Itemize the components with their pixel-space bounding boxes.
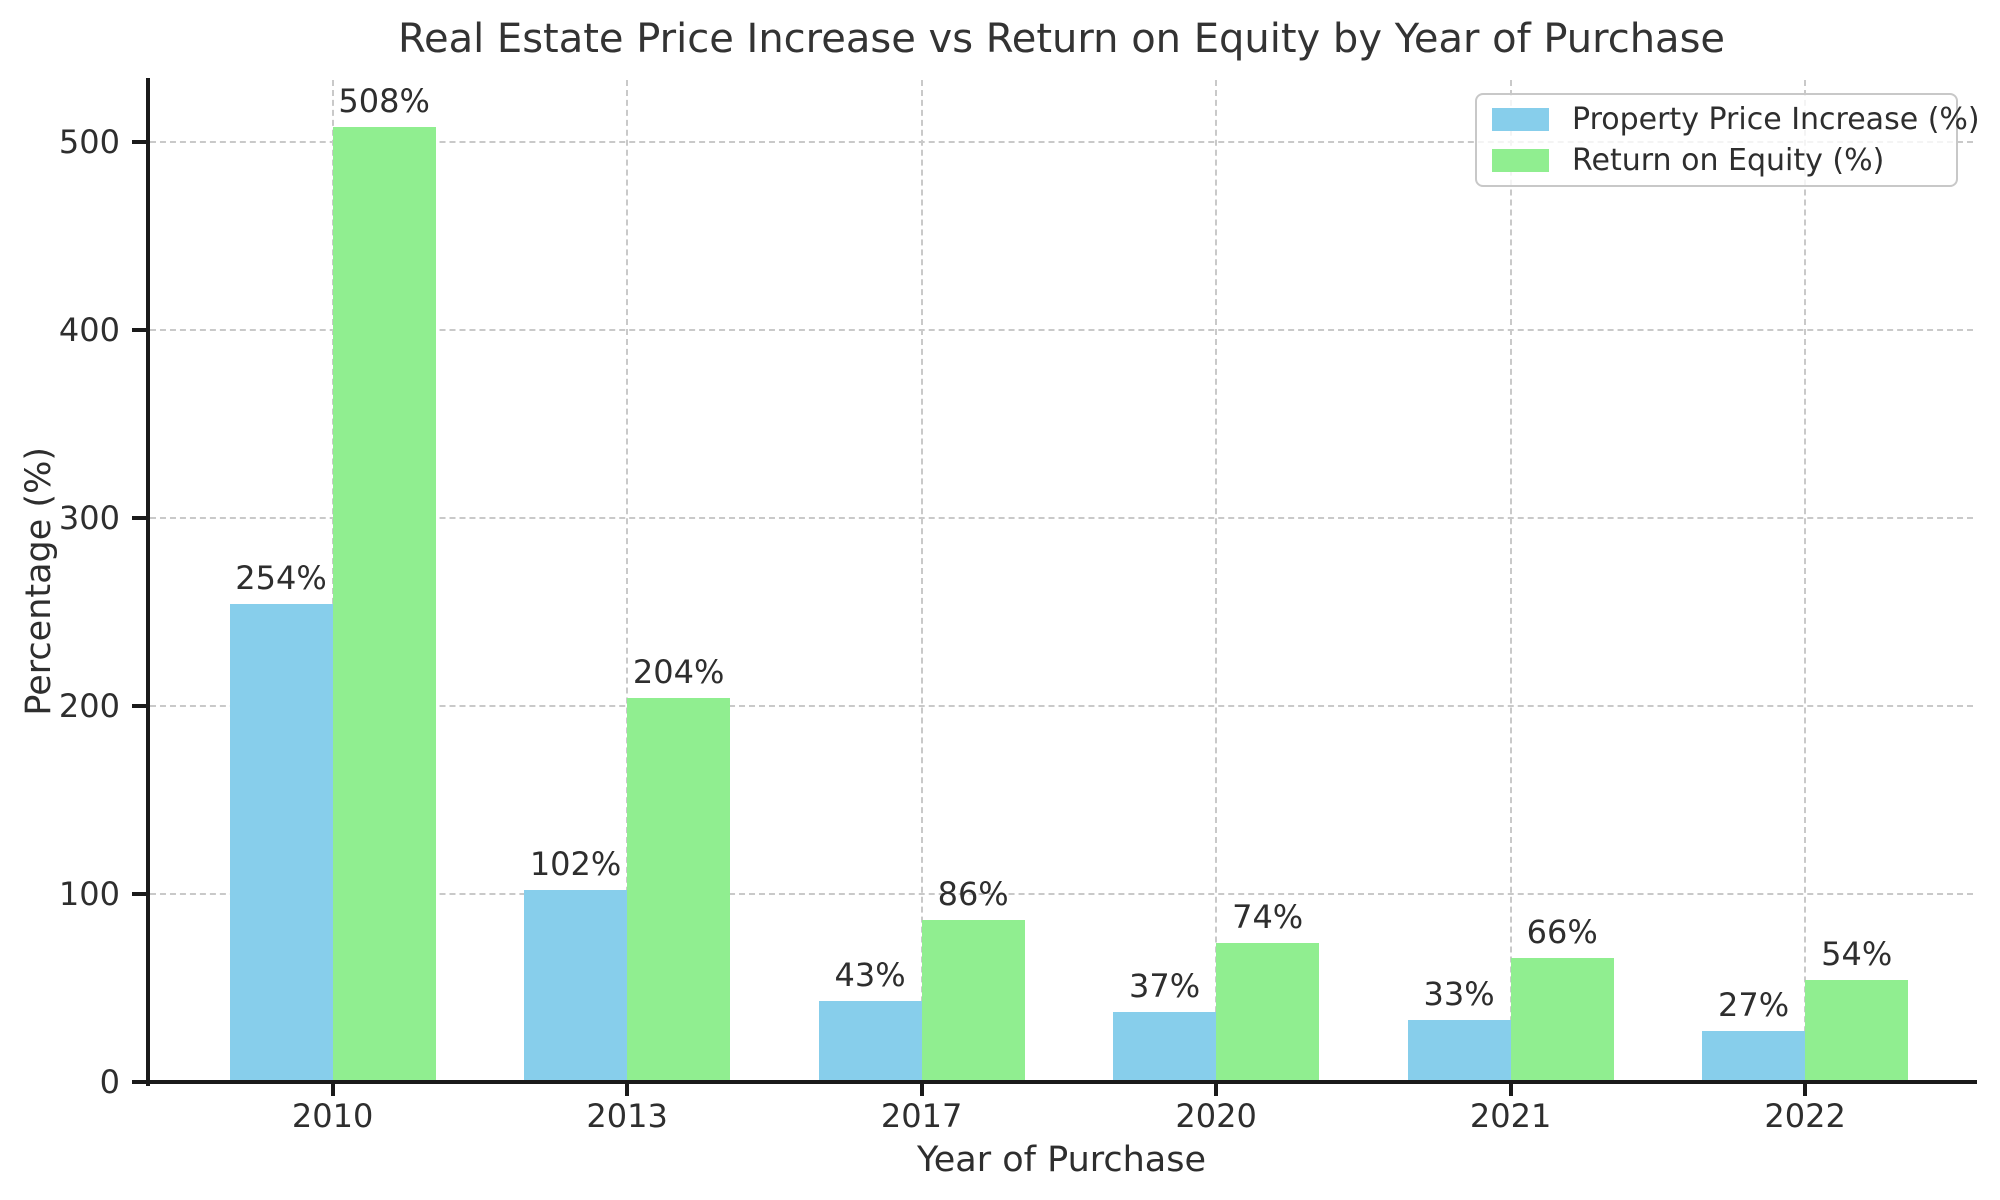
bar-value-label: 86% (937, 875, 1009, 914)
x-tick-mark (1803, 1082, 1808, 1096)
bar-price-increase (229, 604, 333, 1082)
bar-price-increase (818, 1001, 922, 1082)
gridline-horizontal (150, 329, 1973, 332)
legend-item-return-on-equity: Return on Equity (%) (1477, 143, 1956, 178)
y-axis-label-text: Percentage (%) (19, 446, 59, 716)
bar-return-on-equity (921, 920, 1025, 1082)
y-tick-mark (132, 328, 146, 333)
bar-price-increase (1407, 1019, 1511, 1082)
x-tick-mark (919, 1082, 924, 1096)
gridline-vertical (626, 80, 629, 1082)
bar-value-label: 43% (834, 956, 906, 995)
y-tick-label: 300 (58, 499, 120, 538)
x-tick-label: 2020 (1175, 1097, 1257, 1135)
x-tick-mark (625, 1082, 630, 1096)
x-tick-label: 2017 (880, 1097, 963, 1135)
x-tick-mark (1508, 1082, 1513, 1096)
y-tick-label: 400 (58, 311, 120, 350)
y-axis-line (146, 78, 150, 1086)
x-tick-mark (330, 1082, 335, 1096)
gridline-horizontal (150, 893, 1973, 895)
bar-return-on-equity (1510, 957, 1614, 1082)
y-tick-label: 100 (58, 875, 120, 913)
gridline-horizontal (150, 705, 1973, 707)
y-tick-label: 200 (58, 687, 120, 725)
legend-label-price-increase: Property Price Increase (%) (1572, 101, 1980, 137)
bar-return-on-equity (332, 126, 436, 1082)
chart-title: Real Estate Price Increase vs Return on … (397, 16, 1726, 62)
y-tick-label: 0 (99, 1063, 120, 1101)
x-tick-label: 2013 (586, 1097, 668, 1135)
legend: Property Price Increase (%) Return on Eq… (1475, 93, 1980, 187)
bar-value-label: 66% (1526, 912, 1598, 951)
bar-value-label: 204% (632, 653, 725, 692)
x-tick-label: 2022 (1764, 1097, 1846, 1135)
gridline-vertical (1509, 80, 1512, 1082)
bar-value-label: 74% (1232, 897, 1304, 936)
bar-price-increase (1702, 1031, 1806, 1082)
bar-value-label: 54% (1821, 935, 1893, 974)
y-tick-label: 500 (58, 123, 120, 162)
bar-return-on-equity (1216, 942, 1320, 1082)
bar-value-label: 27% (1718, 986, 1790, 1025)
legend-item-price-increase: Property Price Increase (%) (1477, 102, 1980, 137)
bar-price-increase (1113, 1012, 1217, 1082)
y-tick-mark (132, 892, 146, 896)
gridline-vertical (1804, 80, 1807, 1082)
x-tick-label: 2010 (291, 1097, 374, 1135)
y-tick-mark (132, 1080, 146, 1084)
legend-swatch-price-increase-icon (1492, 107, 1549, 131)
x-axis-line (146, 1080, 1977, 1084)
bar-value-label: 508% (338, 81, 430, 120)
bar-price-increase (524, 890, 628, 1082)
bar-value-label: 254% (235, 559, 327, 598)
gridline-horizontal (150, 517, 1973, 520)
x-tick-label: 2021 (1469, 1097, 1552, 1135)
y-axis-label: Percentage (%) (8, 80, 70, 1082)
gridline-vertical (1215, 80, 1218, 1082)
y-tick-mark (132, 140, 146, 145)
y-tick-mark (132, 516, 146, 521)
legend-swatch-return-on-equity-icon (1492, 149, 1549, 173)
x-tick-mark (1214, 1082, 1219, 1096)
bar-value-label: 33% (1423, 974, 1495, 1013)
gridline-vertical (920, 80, 923, 1082)
bar-return-on-equity (627, 698, 731, 1082)
y-tick-mark (132, 704, 146, 708)
bar-return-on-equity (1805, 980, 1909, 1082)
gridline-horizontal (150, 141, 1973, 144)
bar-value-label: 37% (1129, 967, 1201, 1006)
x-axis-label: Year of Purchase (916, 1140, 1207, 1180)
bar-value-label: 102% (529, 845, 622, 884)
legend-label-return-on-equity: Return on Equity (%) (1572, 143, 1885, 179)
